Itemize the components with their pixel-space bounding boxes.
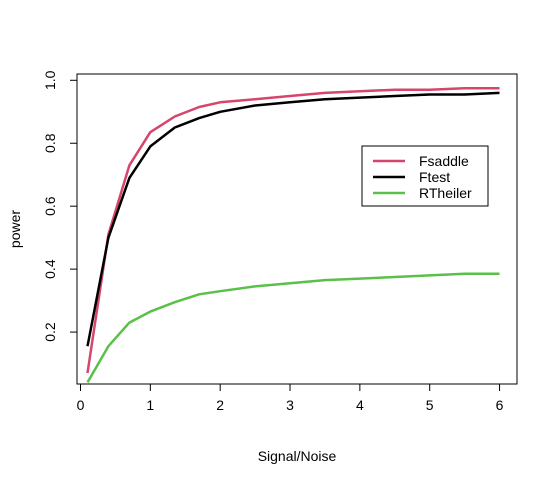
y-tick-label: 1.0 <box>42 70 58 90</box>
x-axis-title: Signal/Noise <box>258 448 337 464</box>
legend-label-rtheiler: RTheiler <box>419 185 472 201</box>
series-lines <box>86 86 500 384</box>
series-line-rtheiler <box>86 272 500 384</box>
x-tick-label: 2 <box>216 397 224 413</box>
x-tick-label: 6 <box>496 397 504 413</box>
x-tick-label: 0 <box>77 397 85 413</box>
x-axis: 0 1 2 3 4 5 6 <box>77 383 504 413</box>
x-tick-label: 3 <box>286 397 294 413</box>
x-tick-label: 1 <box>146 397 154 413</box>
series-line-fsaddle <box>86 86 500 374</box>
y-tick-label: 0.6 <box>42 196 58 216</box>
legend-label-fsaddle: Fsaddle <box>419 153 469 169</box>
legend-label-ftest: Ftest <box>419 169 450 185</box>
series-line-ftest <box>86 91 500 347</box>
x-tick-label: 4 <box>356 397 364 413</box>
x-tick-label: 5 <box>426 397 434 413</box>
y-axis-title: power <box>7 210 23 248</box>
y-tick-label: 0.2 <box>42 322 58 342</box>
y-tick-label: 0.4 <box>42 259 58 279</box>
y-axis: 0.2 0.4 0.6 0.8 1.0 <box>42 70 78 342</box>
y-tick-label: 0.8 <box>42 133 58 153</box>
plot-area-frame <box>76 73 518 385</box>
